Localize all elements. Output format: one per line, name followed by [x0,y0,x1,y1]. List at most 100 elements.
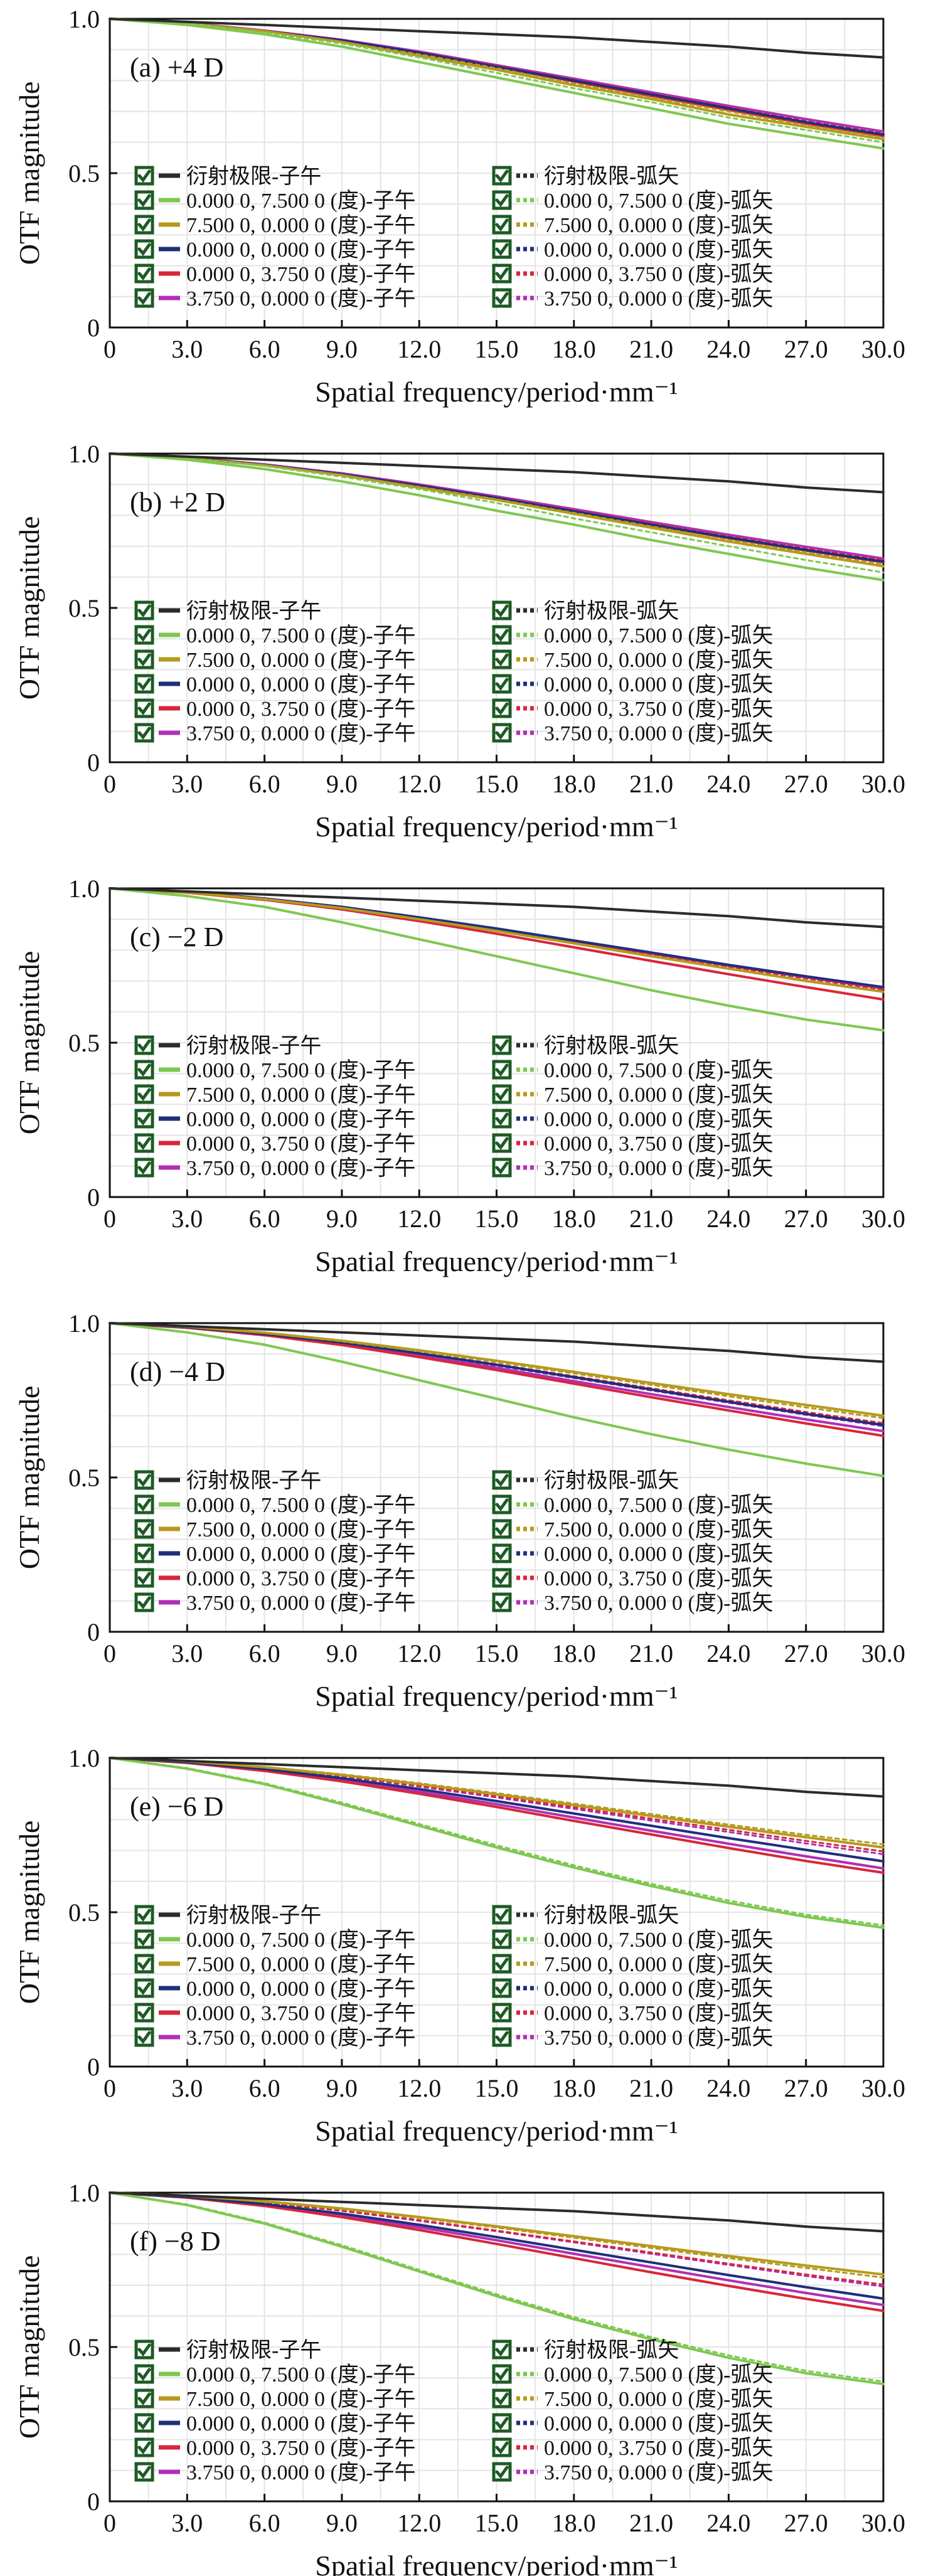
legend-label: 3.750 0, 0.000 0 (度)-子午 [186,287,415,311]
legend-item: 7.500 0, 0.000 0 (度)-弧矢 [492,1952,773,1976]
legend-item: 0.000 0, 7.500 0 (度)-子午 [134,1493,415,1517]
legend-label: 0.000 0, 3.750 0 (度)-弧矢 [544,1567,773,1590]
y-tick-label: 1.0 [68,875,100,903]
check-mark-icon [137,726,151,740]
check-mark-icon [137,2466,151,2479]
legend: 衍射极限-子午0.000 0, 7.500 0 (度)-子午7.500 0, 0… [134,2338,773,2484]
check-mark-icon [495,702,509,716]
legend-label: 0.000 0, 3.750 0 (度)-弧矢 [544,262,773,286]
x-tick-label: 9.0 [326,1205,358,1233]
check-mark-icon [495,1161,509,1175]
legend-item: 0.000 0, 0.000 0 (度)-子午 [134,1542,415,1566]
check-mark-icon [495,194,509,208]
legend-label: 0.000 0, 7.500 0 (度)-弧矢 [544,189,773,213]
series-line [109,1757,885,1798]
legend-label: 衍射极限-弧矢 [544,2338,679,2362]
legend-item: 0.000 0, 7.500 0 (度)-弧矢 [492,624,773,647]
series-line [109,2191,885,2313]
check-mark-icon [495,267,509,281]
check-mark-icon [495,1063,509,1077]
x-tick-label: 0 [104,1205,116,1233]
legend-label: 0.000 0, 3.750 0 (度)-子午 [186,2001,415,2025]
y-tick-label: 0 [87,748,100,777]
legend-label: 3.750 0, 0.000 0 (度)-弧矢 [544,1591,773,1615]
check-mark-icon [495,2343,509,2357]
legend-item: 7.500 0, 0.000 0 (度)-子午 [134,213,415,237]
x-tick-label: 21.0 [629,770,673,798]
check-mark-icon [495,604,509,618]
x-tick-label: 6.0 [249,1639,280,1668]
legend-item: 衍射极限-弧矢 [492,164,679,188]
x-tick-label: 15.0 [475,2509,519,2537]
x-tick-label: 30.0 [861,2509,905,2537]
chart-panel: 0 3.0 6.0 9.0 12.0 15.0 18.0 21.0 24.0 27.0 30.0 0 0… [13,440,905,843]
check-mark-icon [137,1596,151,1610]
legend-item: 0.000 0, 0.000 0 (度)-子午 [134,2412,415,2435]
x-tick-label: 12.0 [397,1205,441,1233]
x-tick-label: 27.0 [784,335,828,363]
series-line [109,18,885,59]
legend-label: 7.500 0, 0.000 0 (度)-弧矢 [544,648,773,672]
x-tick-label: 12.0 [397,2509,441,2537]
legend-item: 0.000 0, 7.500 0 (度)-子午 [134,2363,415,2387]
legend-item: 3.750 0, 0.000 0 (度)-子午 [134,1591,415,1615]
check-mark-icon [137,1063,151,1077]
x-tick-label: 21.0 [629,1639,673,1668]
legend-label: 0.000 0, 3.750 0 (度)-子午 [186,2436,415,2460]
legend-item: 衍射极限-弧矢 [492,2338,679,2362]
x-tick-label: 21.0 [629,2509,673,2537]
check-mark-icon [495,1112,509,1126]
check-mark-icon [495,243,509,257]
legend-label: 3.750 0, 0.000 0 (度)-弧矢 [544,287,773,311]
legend-label: 3.750 0, 0.000 0 (度)-子午 [186,2461,415,2484]
x-tick-label: 12.0 [397,2074,441,2102]
series-line [109,1322,885,1477]
legend-label: 0.000 0, 0.000 0 (度)-弧矢 [544,673,773,696]
legend-label: 0.000 0, 3.750 0 (度)-弧矢 [544,1132,773,1156]
check-mark-icon [495,2006,509,2020]
legend-label: 0.000 0, 0.000 0 (度)-弧矢 [544,1107,773,1131]
checkbox-icon[interactable] [134,1929,154,1949]
legend-item: 0.000 0, 3.750 0 (度)-弧矢 [492,1567,773,1590]
x-tick-label: 24.0 [706,2074,750,2102]
check-mark-icon [137,1547,151,1561]
panel-label: (b) +2 D [130,487,225,518]
check-mark-icon [137,702,151,716]
series-group [109,1322,885,1477]
legend: 衍射极限-子午0.000 0, 7.500 0 (度)-子午7.500 0, 0… [134,599,773,745]
legend-item: 0.000 0, 3.750 0 (度)-弧矢 [492,1132,773,1156]
x-tick-label: 18.0 [552,1205,596,1233]
x-tick-label: 3.0 [171,335,203,363]
check-mark-icon [495,653,509,667]
legend-item: 0.000 0, 7.500 0 (度)-子午 [134,624,415,647]
legend-label: 7.500 0, 0.000 0 (度)-弧矢 [544,1518,773,1541]
series-line [109,887,885,993]
y-axis-title: OTF magnitude [13,1386,45,1570]
legend-label: 0.000 0, 3.750 0 (度)-子午 [186,1132,415,1156]
series-line [109,1757,885,1874]
y-axis-title: OTF magnitude [13,82,45,265]
legend-item: 0.000 0, 3.750 0 (度)-弧矢 [492,2436,773,2460]
legend-label: 衍射极限-弧矢 [544,1903,679,1927]
x-tick-label: 0 [104,1639,116,1668]
x-tick-label: 6.0 [249,2509,280,2537]
legend-label: 0.000 0, 3.750 0 (度)-子午 [186,1567,415,1590]
legend-label: 7.500 0, 0.000 0 (度)-子午 [186,1952,415,1976]
check-mark-icon [137,2031,151,2045]
legend-item: 衍射极限-子午 [134,1034,321,1058]
check-mark-icon [137,267,151,281]
series-line [109,887,885,929]
check-mark-icon [495,1908,509,1922]
x-tick-label: 6.0 [249,335,280,363]
legend-item: 0.000 0, 0.000 0 (度)-弧矢 [492,1542,773,1566]
y-tick-label: 0.5 [68,594,100,622]
legend-label: 7.500 0, 0.000 0 (度)-子午 [186,2387,415,2411]
check-mark-icon [137,2441,151,2455]
series-line [109,18,885,141]
x-tick-label: 24.0 [706,1639,750,1668]
legend-label: 0.000 0, 3.750 0 (度)-子午 [186,262,415,286]
y-tick-label: 1.0 [68,2179,100,2207]
legend-item: 0.000 0, 7.500 0 (度)-子午 [134,189,415,213]
legend-item: 0.000 0, 7.500 0 (度)-弧矢 [492,189,773,213]
legend-item: 3.750 0, 0.000 0 (度)-子午 [134,721,415,745]
